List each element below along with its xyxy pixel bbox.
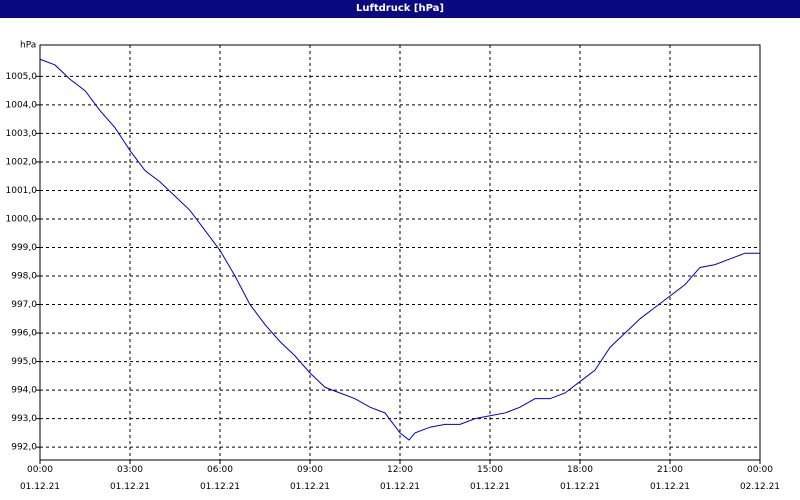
y-tick-label: 999,0 <box>11 243 37 253</box>
y-tick-label: 994,0 <box>11 386 37 396</box>
y-tick-label: 992,0 <box>11 443 37 453</box>
y-tick-label: 1002,0 <box>6 157 38 167</box>
y-tick-label: 996,0 <box>11 329 37 339</box>
y-tick-label: 1005,0 <box>6 72 38 82</box>
x-tick-label: 15:00 01.12.21 <box>469 465 511 492</box>
x-tick-label: 21:00 01.12.21 <box>649 465 691 492</box>
y-tick-label: 997,0 <box>11 300 37 310</box>
y-axis-label: hPa <box>20 41 36 51</box>
x-tick-label: 00:00 02.12.21 <box>739 465 781 492</box>
plot-area <box>39 44 761 461</box>
y-tick-label: 998,0 <box>11 272 37 282</box>
y-tick-label: 1003,0 <box>6 129 38 139</box>
x-tick-label: 18:00 01.12.21 <box>559 465 601 492</box>
y-tick-label: 1000,0 <box>6 214 38 224</box>
y-tick-label: 1004,0 <box>6 100 38 110</box>
y-tick-label: 993,0 <box>11 414 37 424</box>
x-tick-label: 00:00 01.12.21 <box>19 465 61 492</box>
x-tick-label: 09:00 01.12.21 <box>289 465 331 492</box>
data-line <box>39 58 760 441</box>
x-tick-label: 03:00 01.12.21 <box>109 465 151 492</box>
x-tick-label: 06:00 01.12.21 <box>199 465 241 492</box>
chart-title: Luftdruck [hPa] <box>0 0 800 18</box>
y-tick-label: 995,0 <box>11 357 37 367</box>
x-tick-label: 12:00 01.12.21 <box>379 465 421 492</box>
y-tick-label: 1001,0 <box>6 186 38 196</box>
